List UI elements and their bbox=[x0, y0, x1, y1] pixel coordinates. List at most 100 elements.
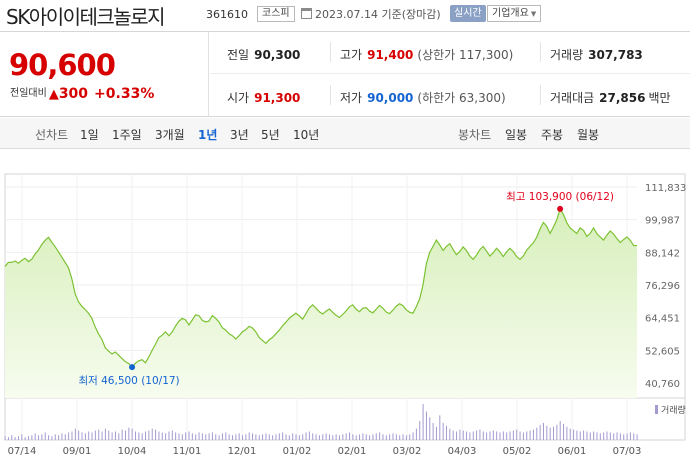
stat-label: 저가 bbox=[340, 91, 363, 105]
volume-bar bbox=[221, 433, 223, 440]
volume-bar bbox=[54, 434, 56, 440]
change-value: 300 bbox=[58, 86, 89, 102]
stat-low: 저가 90,000 (하한가 63,300) bbox=[340, 89, 506, 106]
realtime-button[interactable]: 실시간 bbox=[450, 5, 486, 22]
volume-bar bbox=[442, 422, 444, 440]
volume-bar bbox=[114, 431, 116, 440]
volume-bar bbox=[64, 434, 66, 440]
volume-bar bbox=[509, 431, 511, 440]
tab-3y[interactable]: 3년 bbox=[230, 128, 249, 142]
volume-bar bbox=[349, 432, 351, 440]
volume-bar bbox=[48, 435, 50, 440]
volume-bar bbox=[165, 433, 167, 440]
volume-bar bbox=[315, 434, 317, 440]
volume-bar bbox=[145, 431, 147, 440]
tab-3m[interactable]: 3개월 bbox=[155, 128, 185, 142]
volume-bar bbox=[593, 431, 595, 440]
y-tick-label: 99,987 bbox=[645, 216, 680, 227]
tab-daily-candle[interactable]: 일봉 bbox=[505, 128, 528, 142]
volume-bar bbox=[496, 431, 498, 440]
volume-bar bbox=[462, 430, 464, 440]
stat-amount: 거래대금 27,856 백만 bbox=[550, 89, 671, 106]
volume-bar bbox=[104, 428, 106, 440]
volume-bar bbox=[609, 432, 611, 440]
volume-bar bbox=[141, 433, 143, 440]
y-tick-label: 52,605 bbox=[645, 346, 680, 357]
volume-bar bbox=[71, 431, 73, 440]
volume-bar bbox=[539, 424, 541, 440]
x-tick-label: 05/02 bbox=[503, 446, 532, 457]
volume-bar bbox=[532, 429, 534, 440]
volume-bar bbox=[11, 435, 13, 440]
volume-bar bbox=[332, 435, 334, 440]
volume-bar bbox=[502, 431, 504, 440]
volume-bar bbox=[435, 426, 437, 440]
volume-bar bbox=[101, 431, 103, 440]
as-of-date: 2023.07.14 기준(장마감) bbox=[315, 8, 441, 21]
y-tick-label: 64,451 bbox=[645, 314, 680, 325]
stat-label: 고가 bbox=[340, 48, 363, 62]
stat-volume: 거래량 307,783 bbox=[550, 46, 643, 63]
y-tick-label: 76,296 bbox=[645, 281, 680, 292]
volume-bar bbox=[359, 434, 361, 440]
volume-bar bbox=[579, 431, 581, 440]
x-tick-label: 11/01 bbox=[173, 446, 202, 457]
volume-bar bbox=[292, 433, 294, 440]
volume-bar bbox=[228, 434, 230, 440]
volume-bar bbox=[569, 428, 571, 440]
company-overview-button[interactable]: 기업개요 ▼ bbox=[487, 5, 542, 22]
volume-bar bbox=[549, 427, 551, 440]
volume-bar bbox=[412, 432, 414, 440]
volume-bar bbox=[118, 433, 120, 440]
high-label: 최고 103,900 (06/12) bbox=[506, 191, 614, 203]
volume-bar bbox=[181, 434, 183, 440]
price-panel: 90,600 전일대비 ▲300 +0.33% 전일 90,300 고가 91,400(… bbox=[0, 31, 690, 117]
volume-bar bbox=[84, 433, 86, 440]
volume-bar bbox=[506, 432, 508, 440]
volume-bar bbox=[338, 435, 340, 440]
volume-bar bbox=[566, 426, 568, 440]
volume-bar bbox=[405, 435, 407, 440]
volume-bar bbox=[252, 433, 254, 440]
tab-10y[interactable]: 10년 bbox=[293, 128, 320, 142]
tab-1d[interactable]: 1일 bbox=[80, 128, 99, 142]
tab-weekly-candle[interactable]: 주봉 bbox=[541, 128, 564, 142]
volume-bar bbox=[318, 435, 320, 440]
volume-bar bbox=[78, 430, 80, 440]
stat-value: 91,400 bbox=[367, 48, 414, 62]
volume-bar bbox=[272, 435, 274, 440]
x-tick-label: 01/02 bbox=[283, 446, 312, 457]
volume-bar bbox=[476, 430, 478, 440]
volume-bar bbox=[91, 432, 93, 440]
volume-bar bbox=[322, 434, 324, 440]
x-tick-label: 02/01 bbox=[338, 446, 367, 457]
volume-bar bbox=[218, 435, 220, 440]
tab-1y[interactable]: 1년 bbox=[198, 128, 218, 142]
tab-monthly-candle[interactable]: 월봉 bbox=[577, 128, 600, 142]
volume-bar bbox=[168, 431, 170, 440]
y-tick-label: 88,142 bbox=[645, 248, 680, 259]
x-tick-label: 10/04 bbox=[118, 446, 147, 457]
tab-1w[interactable]: 1주일 bbox=[112, 128, 142, 142]
volume-bar bbox=[519, 431, 521, 440]
y-axis-labels: 111,833 99,987 88,142 76,296 64,451 52,605 40,… bbox=[645, 183, 686, 390]
volume-bar bbox=[395, 434, 397, 440]
volume-bar bbox=[295, 434, 297, 440]
volume-bar bbox=[178, 433, 180, 440]
volume-bar bbox=[419, 421, 421, 440]
volume-bar bbox=[563, 423, 565, 440]
caret-down-icon: ▼ bbox=[530, 10, 537, 18]
current-price: 90,600 bbox=[9, 48, 116, 82]
volume-bar bbox=[74, 428, 76, 440]
price-chart[interactable]: 111,833 99,987 88,142 76,296 64,451 52,605 40,… bbox=[0, 150, 690, 470]
stat-label: 거래량 bbox=[550, 48, 584, 62]
volume-bar bbox=[452, 430, 454, 440]
volume-bar bbox=[265, 433, 267, 440]
x-tick-label: 03/02 bbox=[393, 446, 422, 457]
stat-label: 전일 bbox=[227, 48, 250, 62]
divider bbox=[540, 42, 541, 62]
volume-bar bbox=[211, 432, 213, 440]
tab-5y[interactable]: 5년 bbox=[261, 128, 280, 142]
volume-bar bbox=[44, 432, 46, 440]
volume-bar bbox=[138, 432, 140, 440]
